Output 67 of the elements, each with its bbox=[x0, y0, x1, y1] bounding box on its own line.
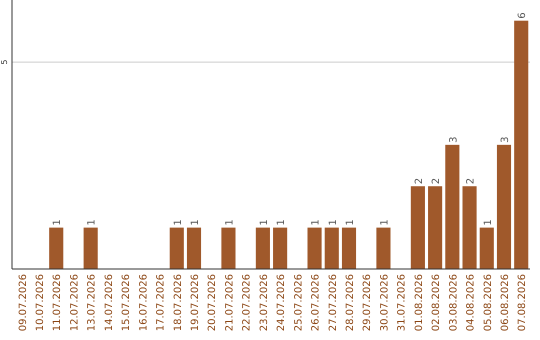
x-tick-label: 04.08.2026 bbox=[466, 274, 477, 332]
x-tick-label: 27.07.2026 bbox=[328, 274, 339, 332]
x-tick-label: 07.08.2026 bbox=[517, 274, 528, 332]
data-label: 3 bbox=[500, 136, 511, 143]
data-label: 1 bbox=[190, 219, 201, 226]
bar bbox=[376, 228, 391, 269]
bar bbox=[445, 144, 460, 269]
x-tick-label: 30.07.2026 bbox=[379, 274, 390, 332]
x-tick-label: 22.07.2026 bbox=[242, 274, 253, 332]
data-label: 1 bbox=[482, 219, 494, 226]
bar bbox=[307, 228, 322, 269]
x-tick-label: 31.07.2026 bbox=[396, 274, 408, 332]
x-tick-label: 06.08.2026 bbox=[500, 274, 511, 332]
x-tick-label: 18.07.2026 bbox=[172, 274, 184, 332]
x-tick-label: 17.07.2026 bbox=[156, 274, 167, 332]
bar bbox=[49, 228, 64, 269]
bar bbox=[256, 228, 270, 269]
x-tick-label: 26.07.2026 bbox=[310, 274, 322, 332]
bar bbox=[480, 228, 494, 269]
data-label: 1 bbox=[86, 219, 98, 226]
x-tick-label: 02.08.2026 bbox=[431, 274, 442, 332]
data-label: 2 bbox=[431, 178, 442, 184]
data-label: 1 bbox=[379, 219, 390, 226]
data-label: 1 bbox=[172, 219, 184, 226]
x-tick-label: 28.07.2026 bbox=[345, 274, 356, 332]
x-tick-label: 29.07.2026 bbox=[362, 274, 374, 332]
x-tick-label: 14.07.2026 bbox=[104, 274, 115, 332]
bar bbox=[186, 228, 202, 269]
data-label: 1 bbox=[328, 219, 339, 226]
x-tick-label: 09.07.2026 bbox=[18, 274, 29, 332]
bar bbox=[273, 228, 288, 269]
data-label: 1 bbox=[310, 219, 322, 226]
bar bbox=[170, 228, 184, 269]
bar bbox=[324, 228, 339, 269]
x-tick-label: 19.07.2026 bbox=[190, 274, 201, 332]
x-tick-label: 10.07.2026 bbox=[35, 274, 46, 332]
x-tick-label: 21.07.2026 bbox=[224, 274, 236, 332]
bar bbox=[496, 144, 512, 269]
x-tick-label: 20.07.2026 bbox=[207, 274, 218, 332]
x-tick-label: 13.07.2026 bbox=[86, 274, 98, 332]
data-label: 1 bbox=[258, 219, 270, 226]
x-tick-label: 11.07.2026 bbox=[52, 274, 64, 332]
x-tick-label: 16.07.2026 bbox=[138, 274, 150, 332]
data-label: 1 bbox=[224, 219, 236, 226]
x-tick-label: 24.07.2026 bbox=[276, 274, 288, 332]
data-label: 1 bbox=[52, 219, 64, 226]
data-label: 2 bbox=[414, 178, 425, 184]
bar bbox=[462, 186, 477, 269]
x-tick-label: 03.08.2026 bbox=[448, 274, 460, 332]
data-label: 2 bbox=[466, 178, 477, 184]
bar bbox=[410, 186, 425, 269]
bar bbox=[84, 228, 98, 269]
data-label: 1 bbox=[276, 219, 288, 226]
x-tick-label: 05.08.2026 bbox=[482, 274, 494, 332]
bar bbox=[221, 228, 236, 269]
x-tick-label: 23.07.2026 bbox=[258, 274, 270, 332]
x-tick-label: 25.07.2026 bbox=[293, 274, 304, 332]
data-label: 3 bbox=[448, 136, 460, 143]
bar bbox=[428, 186, 442, 269]
data-label: 6 bbox=[517, 12, 528, 19]
data-label: 1 bbox=[345, 219, 356, 226]
x-tick-label: 12.07.2026 bbox=[69, 274, 80, 332]
bar bbox=[514, 20, 528, 269]
y-tick-label: 5 bbox=[0, 60, 9, 65]
x-tick-label: 15.07.2026 bbox=[121, 274, 132, 332]
x-tick-label: 01.08.2026 bbox=[414, 274, 425, 332]
bar bbox=[342, 228, 356, 269]
